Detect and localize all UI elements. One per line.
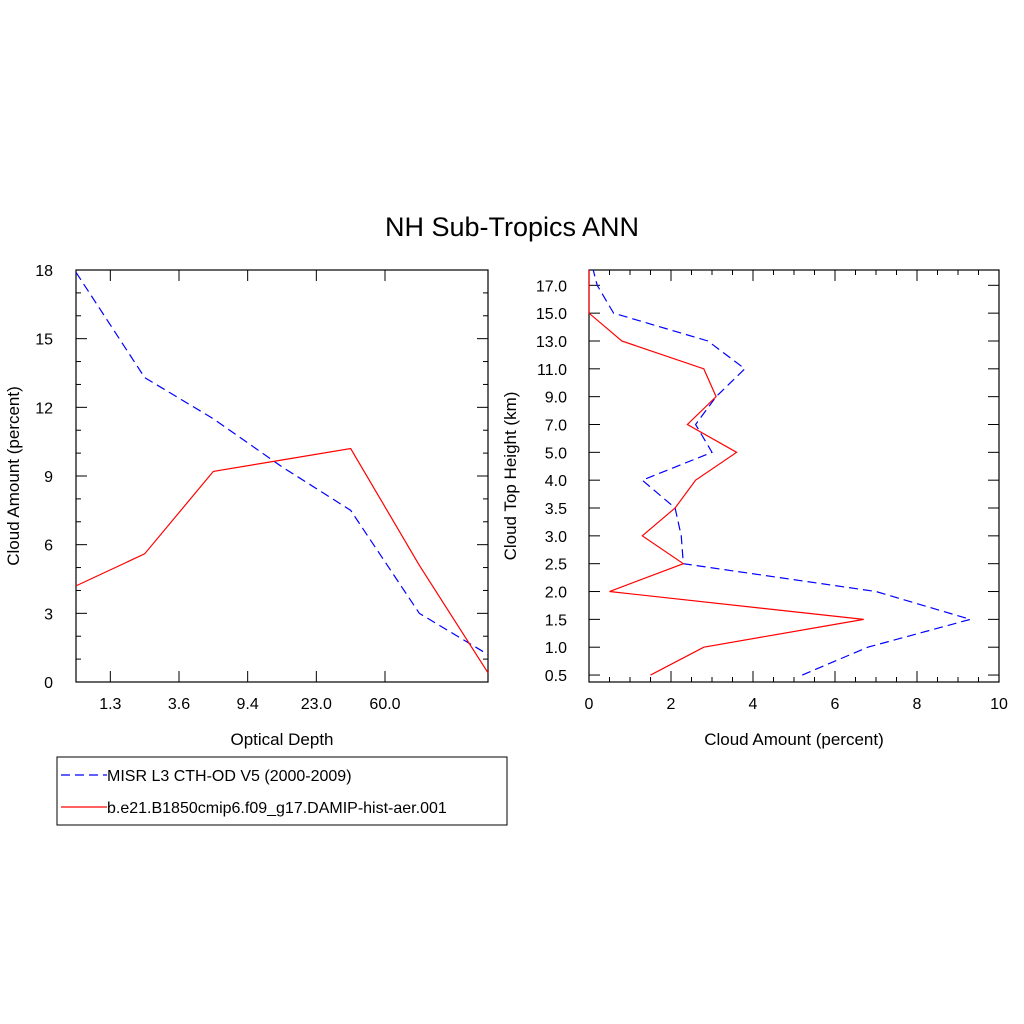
left-y-tick-label: 6 [44,538,53,555]
right-x-axis-label: Cloud Amount (percent) [704,730,884,749]
left-x-tick-label: 3.6 [168,696,190,713]
right-y-axis-label: Cloud Top Height (km) [501,392,520,561]
right-plot-frame [588,269,1000,683]
right-y-tick-label: 13.0 [536,334,567,351]
left-y-tick-label: 15 [35,332,53,349]
right-y-tick-label: 2.0 [545,585,567,602]
right-plot: Cloud Amount (percent) Cloud Top Height … [501,269,1008,749]
right-y-tick-label: 9.0 [545,390,567,407]
left-y-tick-label: 0 [44,675,53,692]
left-x-tick-label: 1.3 [99,696,121,713]
left-series-model-line [75,447,489,674]
right-y-tick-label: 11.0 [537,362,567,379]
chart-title: NH Sub-Tropics ANN [385,212,639,242]
left-y-tick-label: 9 [44,469,53,486]
right-x-tick-label: 0 [585,696,594,713]
right-x-tick-label: 10 [990,696,1008,713]
left-y-tick-label: 18 [35,263,53,280]
left-x-tick-label: 23.0 [301,696,332,713]
legend: MISR L3 CTH-OD V5 (2000-2009) b.e21.B185… [56,756,508,826]
right-y-tick-label: 0.5 [545,668,567,685]
right-y-tick-label: 7.0 [545,418,567,435]
right-series-model-line [588,270,864,676]
left-plot-frame [75,269,489,683]
right-y-tick-label: 1.5 [545,612,567,629]
right-x-tick-label: 4 [749,696,758,713]
right-series-misr-line [592,269,973,676]
left-y-tick-label: 12 [35,400,53,417]
right-y-tick-label: 1.0 [545,640,567,657]
right-y-tick-label: 4.0 [545,473,567,490]
right-x-tick-label: 8 [913,696,922,713]
legend-label-misr: MISR L3 CTH-OD V5 (2000-2009) [107,768,352,785]
left-y-axis-label: Cloud Amount (percent) [4,386,23,566]
left-y-tick-label: 3 [44,606,53,623]
left-x-tick-label: 60.0 [369,696,400,713]
right-x-tick-label: 6 [831,696,840,713]
left-plot: Optical Depth Cloud Amount (percent) 1.3… [4,263,489,749]
right-y-tick-label: 2.5 [545,557,567,574]
right-y-tick-label: 17.0 [536,278,567,295]
right-y-tick-label: 15.0 [536,306,567,323]
legend-box [56,756,508,826]
left-x-axis-label: Optical Depth [231,730,334,749]
left-series-misr-line [75,271,489,656]
right-y-tick-label: 5.0 [545,445,567,462]
left-x-tick-label: 9.4 [237,696,259,713]
right-y-tick-label: 3.5 [545,501,567,518]
legend-label-model: b.e21.B1850cmip6.f09_g17.DAMIP-hist-aer.… [107,800,447,817]
right-x-tick-label: 2 [667,696,676,713]
right-y-tick-label: 3.0 [545,529,567,546]
